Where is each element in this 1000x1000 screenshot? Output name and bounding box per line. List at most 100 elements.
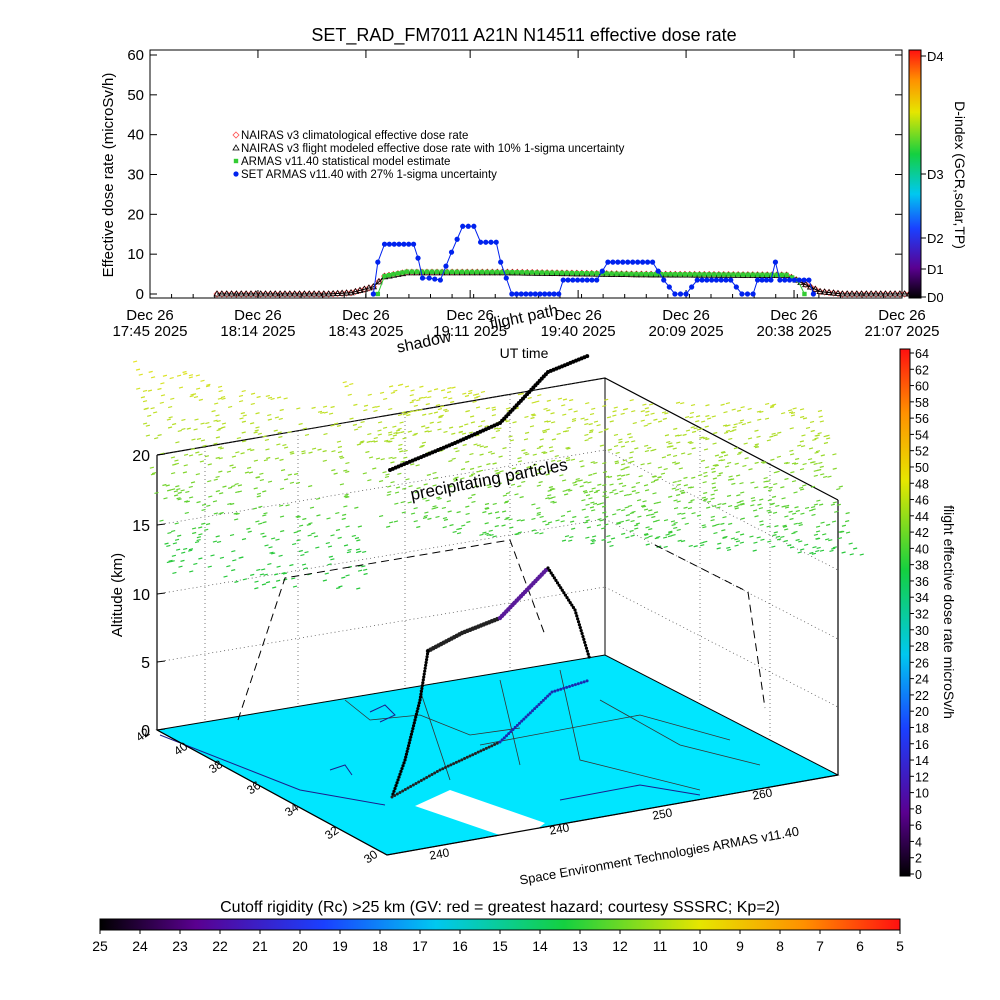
particle-dash: [344, 385, 349, 388]
dose-tick-label: 52: [915, 445, 929, 459]
particle-dash: [784, 477, 789, 481]
particle-dash: [213, 419, 218, 422]
particle-dash: [242, 414, 247, 417]
particle-dash: [559, 474, 564, 477]
track-point: [584, 646, 589, 650]
particle-dash: [666, 453, 672, 457]
particle-dash: [353, 428, 359, 431]
particle-dash: [147, 414, 152, 417]
track-point: [553, 689, 557, 693]
series-point: [806, 283, 815, 290]
particle-dash: [416, 399, 421, 402]
particle-dash: [716, 506, 721, 509]
y-tick-label: 40: [127, 127, 144, 144]
particle-dash: [264, 438, 270, 441]
track-point: [544, 696, 547, 700]
track-point: [579, 681, 583, 685]
particle-dash: [474, 485, 479, 488]
particle-dash: [775, 470, 780, 473]
particle-dash: [377, 429, 382, 432]
particle-dash: [539, 532, 544, 535]
particle-dash: [150, 473, 156, 476]
track-point: [583, 640, 587, 644]
particle-dash: [174, 522, 179, 525]
dose-tick-label: 50: [915, 461, 929, 475]
series-point: [544, 270, 550, 275]
track-point: [406, 746, 410, 751]
track-point: [541, 698, 545, 702]
particle-dash: [484, 532, 489, 535]
particle-dash: [168, 559, 173, 562]
particle-dash: [669, 445, 674, 448]
x-tick-time: 21:07 2025: [864, 323, 939, 340]
track-point: [490, 744, 494, 748]
particle-dash: [241, 538, 247, 541]
particle-dash: [593, 491, 599, 494]
series-point: [395, 271, 401, 276]
particle-dash: [439, 449, 444, 452]
particle-dash: [734, 544, 739, 547]
particle-dash: [791, 532, 796, 535]
series-point: [668, 272, 673, 277]
particle-dash: [469, 467, 475, 470]
particle-dash: [499, 470, 504, 473]
particle-dash: [452, 477, 458, 480]
track-point: [406, 786, 410, 790]
particle-dash: [640, 419, 645, 422]
particle-dash: [536, 447, 542, 450]
particle-dash: [551, 488, 556, 491]
series-point: [716, 272, 722, 277]
particle-dash: [263, 573, 268, 576]
particle-dash: [453, 479, 458, 482]
legend-marker: [232, 131, 240, 139]
particle-dash: [395, 431, 401, 435]
particle-dash: [265, 581, 271, 584]
particle-dash: [615, 451, 620, 454]
track-point: [430, 773, 434, 776]
series-point: [801, 277, 807, 283]
particle-dash: [714, 454, 720, 457]
particle-dash: [210, 554, 215, 557]
particle-dash: [322, 450, 327, 453]
particle-dash: [687, 486, 693, 489]
series-point: [699, 277, 705, 283]
particle-dash: [174, 459, 179, 462]
particle-dash: [830, 503, 836, 506]
particle-dash: [723, 431, 729, 434]
particle-dash: [289, 564, 294, 567]
track-point: [394, 784, 398, 788]
d-index-tick-label: D4: [927, 49, 944, 64]
particle-dash: [569, 399, 574, 402]
track-point: [412, 721, 416, 725]
particle-dash: [584, 433, 589, 437]
particle-dash: [841, 524, 847, 527]
particle-dash: [457, 527, 463, 530]
particle-dash: [186, 427, 191, 430]
particle-dash: [584, 439, 589, 442]
series-point: [881, 290, 890, 297]
particle-dash: [764, 417, 770, 420]
series-point: [877, 290, 885, 297]
particle-dash: [388, 433, 393, 436]
series-point: [867, 290, 875, 297]
series-point: [414, 269, 420, 274]
particle-dash: [798, 540, 803, 543]
particle-dash: [815, 525, 821, 528]
particle-dash: [276, 565, 281, 568]
track-point: [425, 776, 429, 779]
series-point: [843, 290, 851, 298]
particle-dash: [212, 540, 218, 543]
series-point: [784, 272, 789, 278]
particle-dash: [366, 440, 371, 443]
particle-dash: [157, 387, 162, 391]
particle-dash: [635, 522, 641, 525]
d-index-tick-label: D1: [927, 262, 944, 277]
particle-dash: [424, 430, 429, 433]
particle-dash: [712, 442, 717, 445]
particle-dash: [804, 506, 810, 510]
particle-dash: [525, 453, 530, 456]
particle-dash: [783, 461, 789, 465]
particle-dash: [262, 535, 267, 538]
particle-dash: [812, 438, 817, 441]
legend-label: NAIRAS v3 climatological effective dose …: [241, 130, 468, 142]
